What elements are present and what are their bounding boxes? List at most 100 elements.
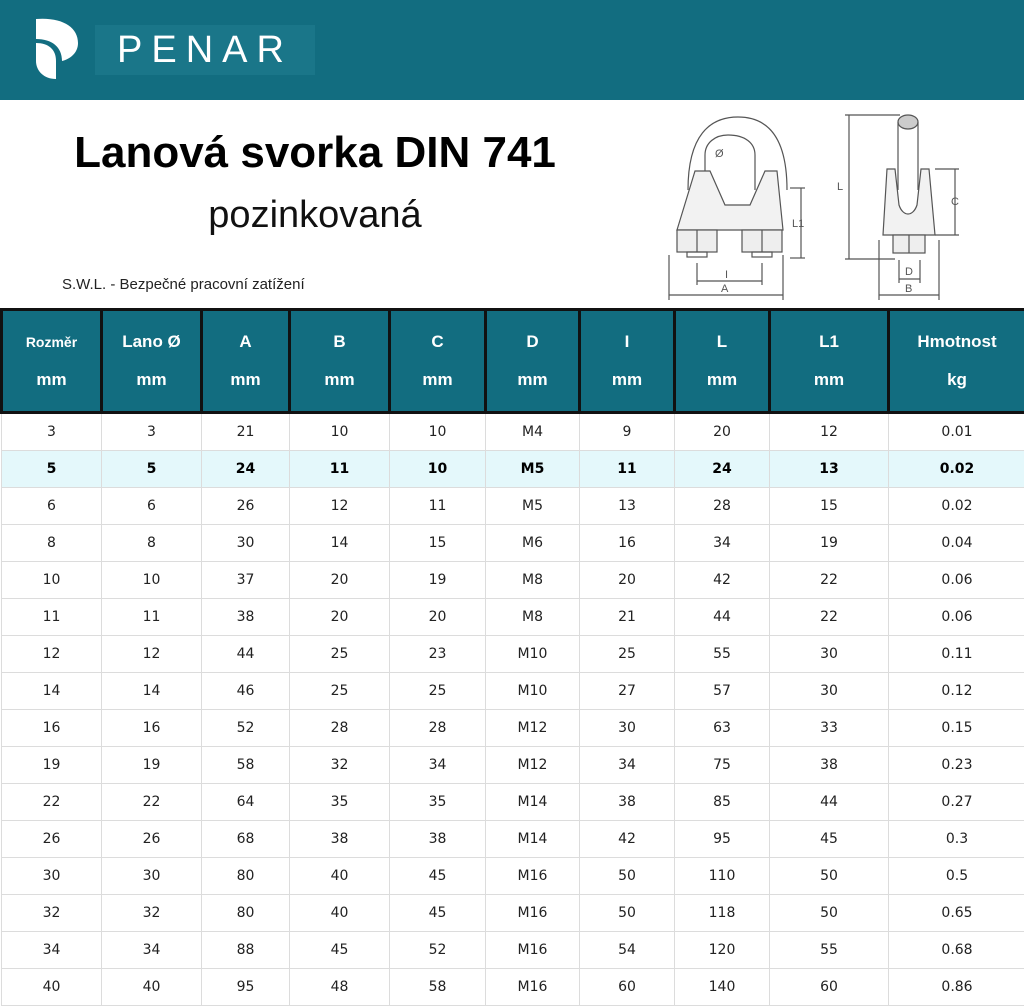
table-cell: 95 — [675, 821, 770, 858]
header-unit: mm — [3, 361, 100, 399]
table-cell: 27 — [580, 673, 675, 710]
table-cell: 26 — [2, 821, 102, 858]
table-cell: 15 — [770, 488, 889, 525]
wire-rope-clip-diagram: Ø L1 I A L C D B — [655, 105, 975, 300]
table-cell: 25 — [290, 636, 390, 673]
table-cell: 118 — [675, 895, 770, 932]
table-cell: 50 — [580, 895, 675, 932]
table-cell: 50 — [580, 858, 675, 895]
table-cell: 16 — [102, 710, 202, 747]
table-cell: M14 — [486, 821, 580, 858]
table-cell: 44 — [675, 599, 770, 636]
table-cell: 30 — [102, 858, 202, 895]
label-dia: Ø — [715, 148, 724, 160]
table-cell: 14 — [2, 673, 102, 710]
table-cell: 24 — [202, 451, 290, 488]
table-cell: 120 — [675, 932, 770, 969]
table-cell: M12 — [486, 747, 580, 784]
table-cell: 12 — [290, 488, 390, 525]
table-cell: 40 — [290, 895, 390, 932]
table-cell: 10 — [290, 413, 390, 451]
table-cell: 22 — [2, 784, 102, 821]
brand-name: PENAR — [95, 25, 315, 75]
table-cell: 26 — [102, 821, 202, 858]
label-I: I — [725, 269, 728, 281]
header-bar: PENAR — [0, 0, 1024, 100]
header-unit: kg — [890, 361, 1024, 399]
table-cell: 38 — [202, 599, 290, 636]
header-label: D — [487, 323, 578, 361]
table-cell: 20 — [390, 599, 486, 636]
table-cell: 32 — [290, 747, 390, 784]
table-cell: M8 — [486, 599, 580, 636]
table-cell: 0.02 — [889, 451, 1024, 488]
header-label: B — [291, 323, 388, 361]
table-cell: 10 — [390, 413, 486, 451]
header-label: Rozměr — [3, 323, 100, 361]
table-cell: 30 — [202, 525, 290, 562]
table-cell: 38 — [290, 821, 390, 858]
table-cell: M5 — [486, 488, 580, 525]
header-unit: mm — [103, 361, 200, 399]
table-cell: 37 — [202, 562, 290, 599]
table-cell: M10 — [486, 673, 580, 710]
table-cell: 6 — [102, 488, 202, 525]
table-cell: 44 — [202, 636, 290, 673]
header-label: L1 — [771, 323, 887, 361]
table-cell: 22 — [102, 784, 202, 821]
table-cell: 16 — [2, 710, 102, 747]
table-cell: 21 — [580, 599, 675, 636]
logo-wordmark: PENAR — [95, 25, 315, 75]
table-cell: 12 — [770, 413, 889, 451]
table-cell: 3 — [2, 413, 102, 451]
table-cell: 38 — [580, 784, 675, 821]
table-cell: 38 — [390, 821, 486, 858]
table-cell: 50 — [770, 895, 889, 932]
header-unit: mm — [291, 361, 388, 399]
header-label: L — [676, 323, 768, 361]
table-cell: 26 — [202, 488, 290, 525]
header-label: A — [203, 323, 288, 361]
header-unit: mm — [203, 361, 288, 399]
table-cell: 14 — [102, 673, 202, 710]
table-cell: 54 — [580, 932, 675, 969]
table-cell: 52 — [202, 710, 290, 747]
table-cell: 19 — [770, 525, 889, 562]
table-cell: 33 — [770, 710, 889, 747]
swl-note: S.W.L. - Bezpečné pracovní zatížení — [62, 276, 305, 293]
table-cell: 3 — [102, 413, 202, 451]
table-cell: 20 — [290, 599, 390, 636]
table-cell: 0.02 — [889, 488, 1024, 525]
table-cell: 19 — [390, 562, 486, 599]
table-cell: 46 — [202, 673, 290, 710]
table-cell: 64 — [202, 784, 290, 821]
table-cell: 15 — [390, 525, 486, 562]
header-unit: mm — [487, 361, 578, 399]
page-subtitle: pozinkovaná — [0, 194, 630, 237]
table-cell: 32 — [2, 895, 102, 932]
table-cell: M8 — [486, 562, 580, 599]
table-cell: 30 — [770, 636, 889, 673]
table-cell: 45 — [390, 895, 486, 932]
table-cell: 44 — [770, 784, 889, 821]
table-cell: 30 — [2, 858, 102, 895]
header-label: Hmotnost — [890, 323, 1024, 361]
table-cell: 0.11 — [889, 636, 1024, 673]
table-cell: 80 — [202, 895, 290, 932]
table-cell: 34 — [580, 747, 675, 784]
table-cell: M16 — [486, 895, 580, 932]
table-cell: 24 — [675, 451, 770, 488]
table-cell: 0.5 — [889, 858, 1024, 895]
